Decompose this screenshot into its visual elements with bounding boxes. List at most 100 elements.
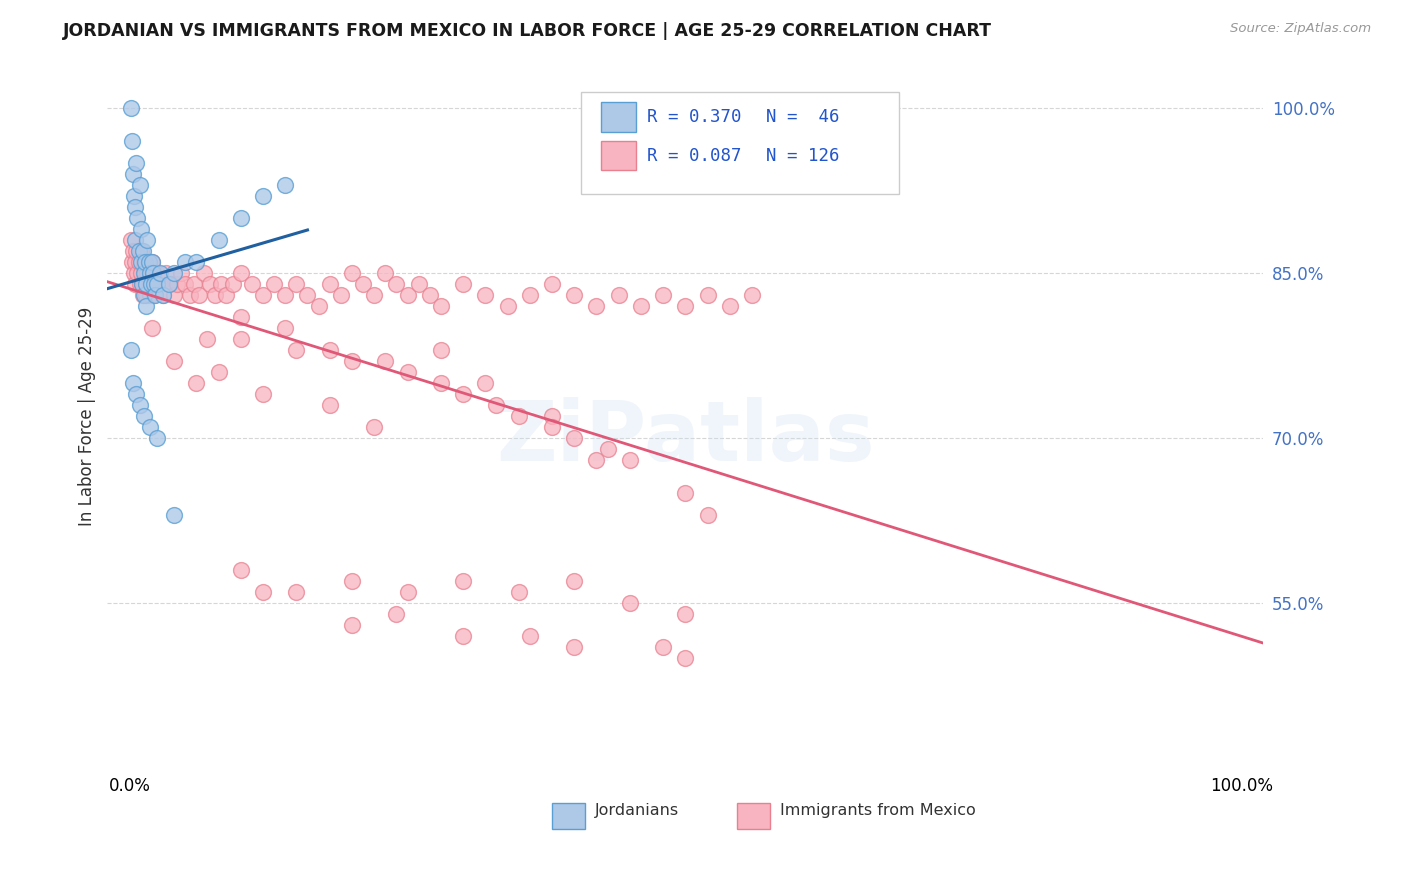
Point	[128, 178, 150, 192]
Point	[285, 343, 308, 358]
Point	[673, 299, 696, 313]
FancyBboxPatch shape	[600, 102, 636, 132]
Point	[170, 266, 193, 280]
Point	[138, 266, 160, 280]
Point	[157, 277, 180, 291]
Point	[149, 266, 172, 280]
Point	[138, 288, 160, 302]
Point	[131, 277, 153, 291]
Text: R = 0.370: R = 0.370	[647, 108, 742, 126]
Point	[396, 365, 419, 379]
Point	[124, 255, 146, 269]
Point	[136, 233, 159, 247]
Point	[125, 387, 148, 401]
Point	[129, 244, 152, 258]
Point	[146, 431, 169, 445]
Point	[132, 409, 155, 424]
Point	[131, 277, 153, 291]
Point	[135, 277, 157, 291]
Point	[673, 607, 696, 622]
Point	[174, 277, 197, 291]
Point	[132, 288, 155, 302]
Point	[143, 277, 166, 291]
Point	[122, 376, 145, 391]
Point	[419, 288, 441, 302]
Text: N =  46: N = 46	[766, 108, 839, 126]
Point	[134, 255, 156, 269]
Point	[186, 255, 208, 269]
Point	[132, 255, 155, 269]
Point	[229, 332, 252, 346]
Point	[207, 365, 229, 379]
Point	[136, 266, 159, 280]
Point	[163, 354, 186, 368]
Point	[142, 266, 165, 280]
Point	[132, 277, 155, 291]
Point	[451, 574, 474, 589]
Point	[128, 398, 150, 412]
Point	[132, 288, 155, 302]
Point	[135, 299, 157, 313]
Point	[124, 277, 146, 291]
Point	[363, 288, 385, 302]
Point	[619, 596, 641, 610]
Point	[474, 288, 496, 302]
Point	[122, 189, 145, 203]
Point	[329, 288, 352, 302]
Point	[163, 288, 186, 302]
Point	[141, 255, 163, 269]
Point	[135, 277, 157, 291]
Point	[198, 277, 221, 291]
Point	[222, 277, 245, 291]
Point	[122, 266, 145, 280]
Point	[127, 211, 149, 225]
Point	[285, 585, 308, 599]
Point	[152, 288, 174, 302]
Point	[159, 277, 181, 291]
Point	[352, 277, 374, 291]
Point	[252, 585, 274, 599]
Point	[183, 277, 205, 291]
Point	[673, 651, 696, 665]
Point	[508, 409, 530, 424]
Point	[297, 288, 319, 302]
Point	[149, 277, 172, 291]
Point	[138, 255, 160, 269]
Point	[143, 288, 166, 302]
Point	[430, 299, 453, 313]
Point	[163, 266, 186, 280]
Point	[274, 321, 297, 335]
Point	[134, 266, 156, 280]
Point	[562, 288, 585, 302]
Point	[474, 376, 496, 391]
Point	[451, 629, 474, 643]
Point	[124, 200, 146, 214]
Point	[340, 618, 363, 632]
Point	[139, 277, 162, 291]
Point	[215, 288, 238, 302]
Point	[496, 299, 519, 313]
Point	[673, 486, 696, 500]
Point	[385, 277, 408, 291]
Point	[308, 299, 330, 313]
Point	[652, 288, 675, 302]
Point	[430, 376, 453, 391]
Point	[274, 288, 297, 302]
Point	[132, 244, 155, 258]
Point	[146, 266, 169, 280]
Point	[562, 431, 585, 445]
Point	[630, 299, 652, 313]
Text: Jordanians: Jordanians	[595, 803, 679, 818]
Point	[152, 288, 174, 302]
Point	[186, 376, 208, 391]
Point	[129, 266, 152, 280]
Point	[541, 420, 564, 434]
Point	[128, 255, 150, 269]
Point	[207, 233, 229, 247]
Point	[363, 420, 385, 434]
Point	[396, 288, 419, 302]
Point	[155, 266, 177, 280]
Point	[204, 288, 226, 302]
Point	[562, 574, 585, 589]
Point	[562, 640, 585, 655]
